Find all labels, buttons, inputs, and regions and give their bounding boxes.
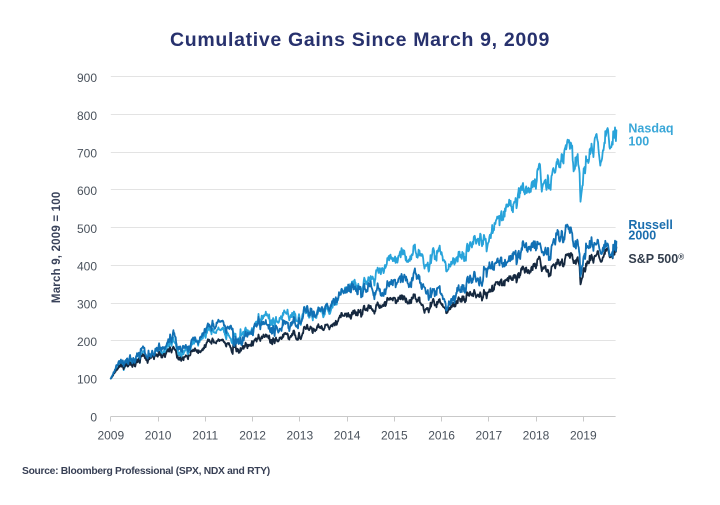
svg-text:100: 100 [628, 134, 649, 148]
svg-text:100: 100 [77, 373, 97, 387]
svg-text:2011: 2011 [192, 429, 218, 443]
svg-text:2017: 2017 [475, 429, 502, 443]
svg-text:2010: 2010 [145, 429, 172, 443]
svg-text:2016: 2016 [428, 429, 455, 443]
svg-text:2018: 2018 [523, 429, 550, 443]
svg-text:2014: 2014 [334, 429, 361, 443]
svg-text:Source: Bloomberg Professional: Source: Bloomberg Professional (SPX, NDX… [22, 466, 270, 477]
svg-text:Cumulative Gains Since March 9: Cumulative Gains Since March 9, 2009 [170, 29, 550, 51]
svg-text:Nasdaq: Nasdaq [628, 121, 673, 135]
svg-text:800: 800 [77, 109, 97, 123]
svg-text:2009: 2009 [97, 429, 124, 443]
svg-text:2015: 2015 [381, 429, 408, 443]
svg-text:400: 400 [77, 260, 97, 274]
svg-text:Russell: Russell [628, 218, 672, 232]
svg-text:200: 200 [77, 335, 97, 349]
svg-text:2012: 2012 [239, 429, 266, 443]
svg-text:2000: 2000 [628, 229, 656, 243]
svg-text:0: 0 [90, 410, 97, 424]
svg-text:600: 600 [77, 184, 97, 198]
svg-text:2013: 2013 [286, 429, 313, 443]
svg-text:S&P 500®: S&P 500® [628, 252, 684, 266]
svg-text:900: 900 [77, 71, 97, 85]
svg-text:300: 300 [77, 297, 97, 311]
svg-text:March 9, 2009 = 100: March 9, 2009 = 100 [51, 192, 63, 304]
svg-text:500: 500 [77, 222, 97, 236]
svg-text:2019: 2019 [570, 429, 597, 443]
svg-text:700: 700 [77, 147, 97, 161]
